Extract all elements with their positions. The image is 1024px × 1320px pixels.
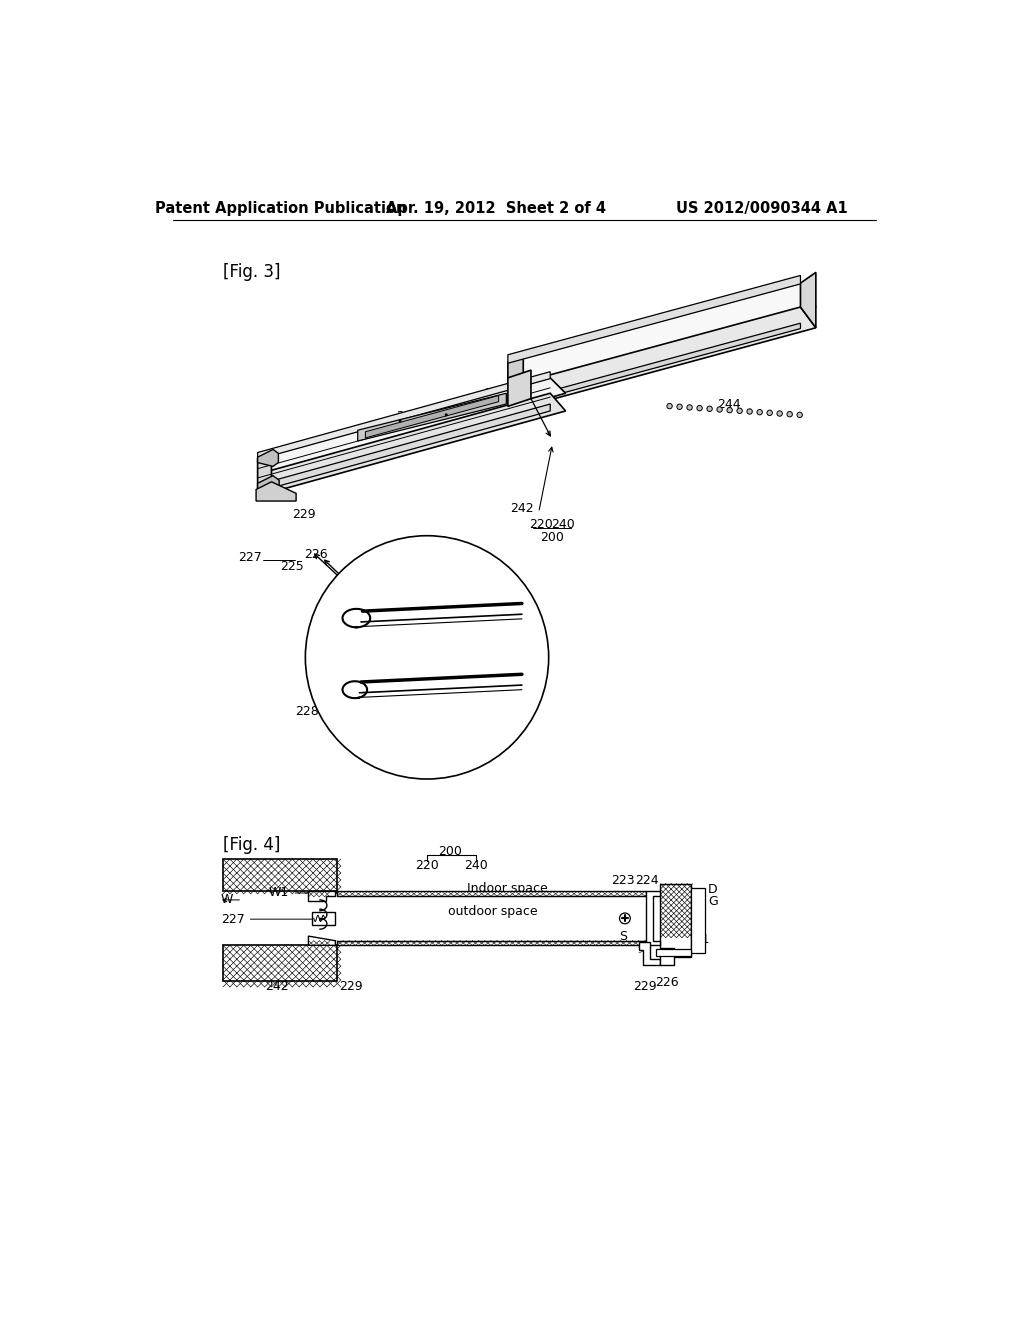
Text: [Fig. 4]: [Fig. 4] xyxy=(223,837,281,854)
Circle shape xyxy=(767,411,772,416)
Polygon shape xyxy=(691,887,705,953)
Circle shape xyxy=(398,420,401,422)
Polygon shape xyxy=(256,482,296,502)
Text: 240: 240 xyxy=(552,517,575,531)
Bar xyxy=(337,941,646,945)
Text: 224: 224 xyxy=(635,874,658,887)
Polygon shape xyxy=(258,475,280,494)
Text: 223: 223 xyxy=(611,874,635,887)
Bar xyxy=(660,884,691,957)
Polygon shape xyxy=(639,942,660,965)
Text: 220: 220 xyxy=(529,517,553,531)
Circle shape xyxy=(687,405,692,411)
Text: 226: 226 xyxy=(655,975,679,989)
Circle shape xyxy=(305,536,549,779)
Text: 220: 220 xyxy=(415,859,439,871)
Circle shape xyxy=(737,408,742,413)
Polygon shape xyxy=(508,354,523,407)
Text: 224: 224 xyxy=(344,441,368,454)
Circle shape xyxy=(677,404,682,409)
Circle shape xyxy=(777,411,782,416)
Bar xyxy=(223,945,337,981)
Polygon shape xyxy=(258,372,550,459)
Polygon shape xyxy=(801,272,816,327)
Polygon shape xyxy=(258,449,271,492)
Text: W1: W1 xyxy=(268,887,289,899)
Polygon shape xyxy=(508,323,801,408)
Polygon shape xyxy=(258,378,565,474)
Text: 242: 242 xyxy=(265,979,289,993)
Circle shape xyxy=(787,412,793,417)
Circle shape xyxy=(717,407,722,412)
Text: 229: 229 xyxy=(633,979,656,993)
Polygon shape xyxy=(258,393,565,492)
Text: US 2012/0090344 A1: US 2012/0090344 A1 xyxy=(676,201,848,216)
Text: 226: 226 xyxy=(304,548,328,561)
Text: 227: 227 xyxy=(221,912,245,925)
Text: D: D xyxy=(708,883,718,896)
Text: 242: 242 xyxy=(484,387,508,400)
Text: Indoor space: Indoor space xyxy=(468,882,548,895)
Text: 228: 228 xyxy=(261,479,285,492)
Text: W: W xyxy=(220,894,233,907)
Text: 225: 225 xyxy=(281,560,304,573)
Bar xyxy=(337,891,646,896)
Circle shape xyxy=(667,404,672,409)
Text: 200: 200 xyxy=(438,845,462,858)
Polygon shape xyxy=(357,393,506,441)
Polygon shape xyxy=(258,404,550,492)
Text: outdoor space: outdoor space xyxy=(447,906,538,917)
Polygon shape xyxy=(508,308,816,407)
Text: Apr. 19, 2012  Sheet 2 of 4: Apr. 19, 2012 Sheet 2 of 4 xyxy=(386,201,606,216)
Text: 244: 244 xyxy=(717,399,741,412)
Polygon shape xyxy=(656,949,691,956)
Polygon shape xyxy=(508,284,816,387)
Text: 242: 242 xyxy=(510,502,534,515)
Circle shape xyxy=(797,412,803,417)
Polygon shape xyxy=(308,936,336,945)
Polygon shape xyxy=(312,912,336,924)
Text: 227: 227 xyxy=(238,550,261,564)
Text: 229: 229 xyxy=(292,508,315,520)
Text: 200: 200 xyxy=(541,531,564,544)
Text: D1: D1 xyxy=(692,933,711,946)
Circle shape xyxy=(620,913,631,924)
Circle shape xyxy=(746,409,753,414)
Polygon shape xyxy=(646,891,660,945)
Text: Patent Application Publication: Patent Application Publication xyxy=(155,201,407,216)
Text: 229: 229 xyxy=(339,979,362,993)
Circle shape xyxy=(727,408,732,413)
Circle shape xyxy=(757,409,762,414)
Text: G: G xyxy=(708,895,718,908)
Polygon shape xyxy=(366,396,499,438)
Text: 228: 228 xyxy=(261,450,285,463)
Polygon shape xyxy=(508,276,801,363)
Circle shape xyxy=(707,407,713,412)
Text: 240: 240 xyxy=(464,859,487,871)
Bar xyxy=(223,859,337,891)
Text: 222: 222 xyxy=(396,409,420,422)
Text: [Fig. 3]: [Fig. 3] xyxy=(223,264,281,281)
Text: 228: 228 xyxy=(296,705,319,718)
Polygon shape xyxy=(258,449,279,466)
Polygon shape xyxy=(308,891,336,900)
Polygon shape xyxy=(508,370,531,407)
Circle shape xyxy=(697,405,702,411)
Circle shape xyxy=(444,413,447,416)
Polygon shape xyxy=(660,948,674,965)
Text: S: S xyxy=(620,929,628,942)
